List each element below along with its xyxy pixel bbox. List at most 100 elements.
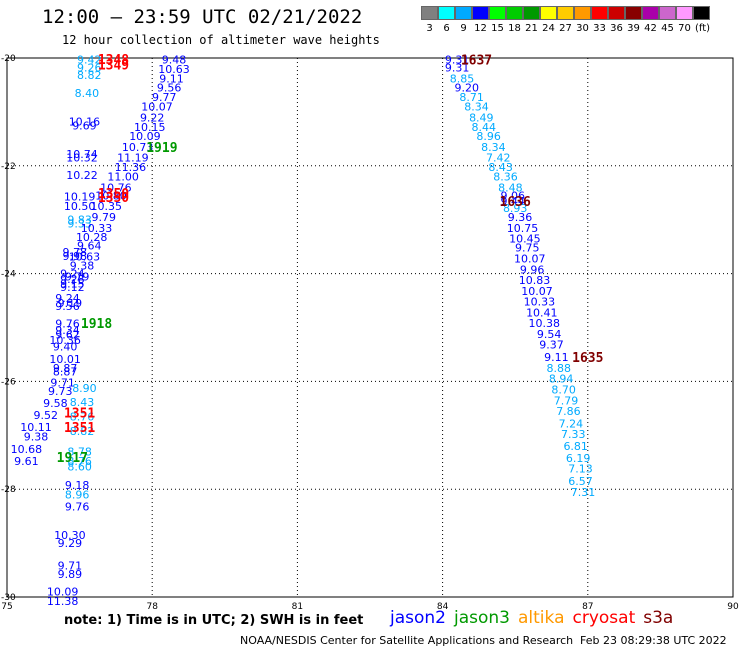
legend-label: 45 bbox=[661, 23, 674, 34]
satellite-cryosat: cryosat bbox=[572, 608, 636, 628]
wave-height-value: 10.74 bbox=[66, 148, 98, 161]
wave-height-value: 10.41 bbox=[526, 306, 558, 319]
wave-height-value: 8.93 bbox=[503, 202, 528, 215]
satellite-altika: altika bbox=[518, 608, 565, 628]
wave-height-value: 9.62 bbox=[55, 329, 80, 342]
wave-height-value: 9.31 bbox=[445, 62, 470, 75]
wave-height-value: 10.35 bbox=[90, 200, 122, 213]
wave-height-value: 9.37 bbox=[539, 339, 564, 352]
wave-height-value: 10.07 bbox=[141, 101, 173, 114]
wave-height-chart: 75 78 81 84 87 90-20-22-24-26-28-30 9.429.268… bbox=[1, 53, 739, 610]
legend-swatch bbox=[574, 6, 591, 20]
pass-number-label: 1917 bbox=[57, 451, 88, 466]
y-tick-label: -26 bbox=[1, 377, 16, 387]
wave-height-value: 10.83 bbox=[519, 274, 551, 287]
wave-height-value: 9.24 bbox=[60, 268, 85, 281]
wave-height-value: 10.45 bbox=[509, 233, 541, 246]
y-tick-label: -28 bbox=[1, 485, 16, 495]
legend-label: 39 bbox=[627, 23, 640, 34]
wave-height-value: 10.09 bbox=[47, 586, 79, 599]
x-tick-label: 78 bbox=[146, 602, 158, 610]
wave-height-value: 8.34 bbox=[481, 141, 506, 154]
legend-swatch bbox=[676, 6, 693, 20]
wave-height-value: 10.38 bbox=[528, 317, 560, 330]
wave-height-value: 8.70 bbox=[551, 383, 576, 396]
wave-height-value: 8.94 bbox=[549, 373, 574, 386]
wave-height-value: 9.56 bbox=[157, 82, 182, 95]
legend-swatch bbox=[642, 6, 659, 20]
wave-height-value: 11.00 bbox=[107, 171, 139, 184]
legend-labels: 3 6 9 12 15 18 21 24 27 30 33 36 39 42 45 70 (ft) bbox=[421, 23, 715, 34]
wave-height-value: 9.34 bbox=[55, 324, 80, 337]
wave-height-value: 11.36 bbox=[115, 161, 147, 174]
wave-height-value: 10.76 bbox=[100, 181, 132, 194]
wave-height-value: 9.24 bbox=[55, 292, 80, 305]
chart-title: 12:00 — 23:59 UTC 02/21/2022 bbox=[42, 6, 363, 28]
legend-swatch bbox=[455, 6, 472, 20]
wave-height-value: 9.87 bbox=[53, 362, 78, 375]
legend-label: 3 bbox=[426, 23, 433, 34]
legend-swatches bbox=[421, 6, 715, 20]
legend-unit: (ft) bbox=[695, 23, 711, 34]
grid bbox=[7, 58, 733, 597]
legend-swatch bbox=[557, 6, 574, 20]
pass-number-label: 1635 bbox=[572, 351, 603, 366]
wave-height-value: 7.33 bbox=[561, 428, 586, 441]
legend-label: 70 bbox=[678, 23, 691, 34]
wave-height-value: 9.42 bbox=[77, 54, 102, 67]
wave-height-value: 10.15 bbox=[134, 121, 166, 134]
wave-height-value: 8.60 bbox=[67, 461, 92, 474]
legend-label: 6 bbox=[443, 23, 450, 34]
wave-height-value: 9.26 bbox=[77, 62, 102, 75]
pass-number-label: 1637 bbox=[461, 54, 492, 69]
wave-height-value: 8.49 bbox=[469, 111, 494, 124]
legend-label: 30 bbox=[576, 23, 589, 34]
x-tick-label: 75 bbox=[1, 602, 12, 610]
wave-height-value: 7.86 bbox=[556, 405, 581, 418]
wave-height-value: 8.88 bbox=[547, 362, 572, 375]
wave-height-value: 9.79 bbox=[92, 211, 117, 224]
wave-height-value: 10.07 bbox=[514, 253, 546, 266]
pass-number-label: 1351 bbox=[64, 407, 95, 422]
wave-height-value: 10.22 bbox=[66, 169, 98, 182]
wave-height-value: 9.18 bbox=[65, 479, 90, 492]
wave-height-value: 10.19 bbox=[64, 191, 96, 204]
x-tick-label: 87 bbox=[582, 602, 593, 610]
legend-label: 18 bbox=[508, 23, 521, 34]
y-tick-label: -22 bbox=[1, 162, 16, 172]
wave-height-value: 9.52 bbox=[33, 409, 58, 422]
y-tick-label: -30 bbox=[1, 593, 16, 603]
wave-height-value: 11.38 bbox=[47, 595, 79, 608]
wave-height-value: 7.24 bbox=[559, 417, 584, 430]
wave-height-value: 9.79 bbox=[65, 270, 90, 283]
wave-height-value: 9.15 bbox=[60, 277, 85, 290]
legend-swatch bbox=[438, 6, 455, 20]
pass-number-label: 1636 bbox=[500, 195, 531, 210]
wave-height-value: 10.28 bbox=[76, 231, 108, 244]
wave-height-value: 10.33 bbox=[81, 222, 113, 235]
wave-height-value: 10.50 bbox=[64, 200, 96, 213]
legend-swatch bbox=[693, 6, 710, 20]
wave-height-value: 10.68 bbox=[11, 443, 43, 456]
wave-height-value: 8.85 bbox=[450, 72, 475, 85]
legend-label: 12 bbox=[474, 23, 487, 34]
color-legend: 3 6 9 12 15 18 21 24 27 30 33 36 39 42 45 70 (ft) bbox=[421, 6, 715, 34]
pass-number-label: 1350 bbox=[98, 187, 129, 202]
legend-swatch bbox=[625, 6, 642, 20]
wave-height-value: 9.69 bbox=[72, 119, 97, 132]
chart-note: note: 1) Time is in UTC; 2) SWH is in fe… bbox=[64, 613, 364, 628]
wave-height-value: 9.58 bbox=[43, 397, 68, 410]
wave-height-value: 9.11 bbox=[544, 351, 569, 364]
legend-swatch bbox=[506, 6, 523, 20]
generated-timestamp: Feb 23 08:29:38 UTC 2022 bbox=[580, 634, 727, 647]
wave-height-value: 9.38 bbox=[70, 260, 95, 273]
wave-height-value: 9.29 bbox=[58, 537, 83, 550]
pass-number-label: 1351 bbox=[64, 421, 95, 436]
legend-swatch bbox=[421, 6, 438, 20]
wave-height-value: 10.36 bbox=[49, 334, 81, 347]
legend-label: 9 bbox=[460, 23, 467, 34]
wave-height-value: 8.36 bbox=[493, 171, 518, 184]
wave-height-value: 9.31 bbox=[445, 54, 470, 67]
wave-height-value: 10.75 bbox=[507, 222, 539, 235]
